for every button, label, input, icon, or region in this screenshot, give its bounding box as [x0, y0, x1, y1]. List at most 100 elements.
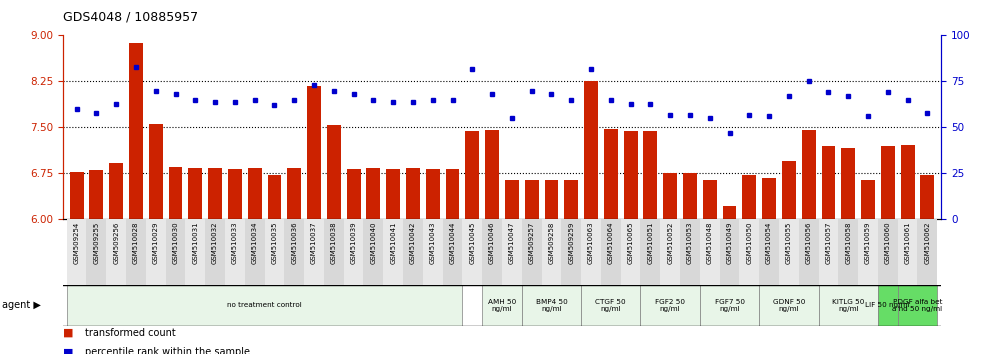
Bar — [565, 179, 578, 354]
Text: CTGF 50
ng/ml: CTGF 50 ng/ml — [596, 299, 626, 312]
Bar — [268, 175, 282, 354]
Bar — [485, 130, 499, 354]
Bar — [880, 146, 894, 354]
Bar — [525, 179, 539, 354]
Text: GSM510063: GSM510063 — [588, 222, 594, 264]
Text: GSM510059: GSM510059 — [865, 222, 872, 264]
Bar — [897, 285, 937, 326]
Text: FGF2 50
ng/ml: FGF2 50 ng/ml — [655, 299, 685, 312]
Bar — [145, 219, 165, 285]
Bar — [406, 168, 420, 354]
Bar — [762, 178, 776, 354]
Bar — [445, 169, 459, 354]
Text: GSM510056: GSM510056 — [806, 222, 812, 264]
Bar — [386, 169, 400, 354]
Bar — [920, 175, 934, 354]
Bar — [324, 219, 344, 285]
Text: KITLG 50
ng/ml: KITLG 50 ng/ml — [832, 299, 865, 312]
Bar — [344, 219, 364, 285]
Text: GSM510047: GSM510047 — [509, 222, 515, 264]
Text: agent ▶: agent ▶ — [2, 300, 41, 310]
Text: GSM510034: GSM510034 — [252, 222, 258, 264]
Bar — [228, 169, 242, 354]
Bar — [307, 86, 321, 354]
Bar — [601, 219, 621, 285]
Bar — [683, 173, 697, 354]
Bar — [70, 172, 84, 354]
Text: GSM510042: GSM510042 — [410, 222, 416, 264]
Bar — [522, 219, 542, 285]
Bar — [87, 219, 107, 285]
Bar — [168, 167, 182, 354]
Bar — [165, 219, 185, 285]
Bar — [205, 219, 225, 285]
Text: GSM510043: GSM510043 — [429, 222, 435, 264]
Bar — [819, 285, 877, 326]
Bar — [643, 131, 657, 354]
Bar — [584, 81, 598, 354]
Text: GSM510033: GSM510033 — [232, 222, 238, 264]
Text: LIF 50 ng/ml: LIF 50 ng/ml — [866, 302, 910, 308]
Text: ■: ■ — [63, 347, 74, 354]
Bar — [720, 219, 739, 285]
Text: GSM510045: GSM510045 — [469, 222, 475, 264]
Bar — [522, 285, 581, 326]
Bar — [640, 285, 700, 326]
Bar — [482, 285, 522, 326]
Text: GSM510028: GSM510028 — [132, 222, 139, 264]
Bar — [562, 219, 581, 285]
Bar — [248, 168, 262, 354]
Text: GSM510031: GSM510031 — [192, 222, 198, 264]
Bar — [623, 131, 637, 354]
Bar — [327, 125, 341, 354]
Text: GSM510037: GSM510037 — [311, 222, 317, 264]
Bar — [700, 219, 720, 285]
Bar — [126, 219, 145, 285]
Text: GSM510036: GSM510036 — [291, 222, 297, 264]
Text: percentile rank within the sample: percentile rank within the sample — [85, 347, 250, 354]
Text: GSM510039: GSM510039 — [351, 222, 357, 264]
Bar — [742, 175, 756, 354]
Text: GSM510060: GSM510060 — [884, 222, 890, 264]
Text: GSM510054: GSM510054 — [766, 222, 772, 264]
Text: GDNF 50
ng/ml: GDNF 50 ng/ml — [773, 299, 805, 312]
Bar — [581, 219, 601, 285]
Bar — [502, 219, 522, 285]
Text: GSM510057: GSM510057 — [826, 222, 832, 264]
Text: GSM509256: GSM509256 — [114, 222, 120, 264]
Text: GSM510040: GSM510040 — [371, 222, 376, 264]
Bar — [621, 219, 640, 285]
Text: GSM510050: GSM510050 — [746, 222, 752, 264]
Text: GSM509259: GSM509259 — [569, 222, 575, 264]
Bar — [640, 219, 660, 285]
Text: GSM510048: GSM510048 — [707, 222, 713, 264]
Bar — [383, 219, 403, 285]
Bar — [799, 219, 819, 285]
Bar — [581, 285, 640, 326]
Text: GSM510038: GSM510038 — [331, 222, 337, 264]
Text: FGF7 50
ng/ml: FGF7 50 ng/ml — [714, 299, 745, 312]
Bar — [284, 219, 304, 285]
Bar — [604, 129, 618, 354]
Text: GSM510035: GSM510035 — [272, 222, 278, 264]
Bar — [859, 219, 877, 285]
Bar — [225, 219, 245, 285]
Text: PDGF alfa bet
a hd 50 ng/ml: PDGF alfa bet a hd 50 ng/ml — [892, 299, 942, 312]
Bar — [759, 285, 819, 326]
Bar — [67, 219, 87, 285]
Bar — [862, 179, 874, 354]
Bar — [842, 148, 856, 354]
Bar — [505, 179, 519, 354]
Text: GSM510052: GSM510052 — [667, 222, 673, 264]
Text: GSM509254: GSM509254 — [74, 222, 80, 264]
Text: AMH 50
ng/ml: AMH 50 ng/ml — [488, 299, 516, 312]
Bar — [680, 219, 700, 285]
Text: BMP4 50
ng/ml: BMP4 50 ng/ml — [536, 299, 568, 312]
Bar — [782, 161, 796, 354]
Bar — [545, 179, 559, 354]
Text: GSM510053: GSM510053 — [687, 222, 693, 264]
Bar — [703, 179, 717, 354]
Bar — [423, 219, 442, 285]
Bar — [462, 219, 482, 285]
Bar — [110, 163, 124, 354]
